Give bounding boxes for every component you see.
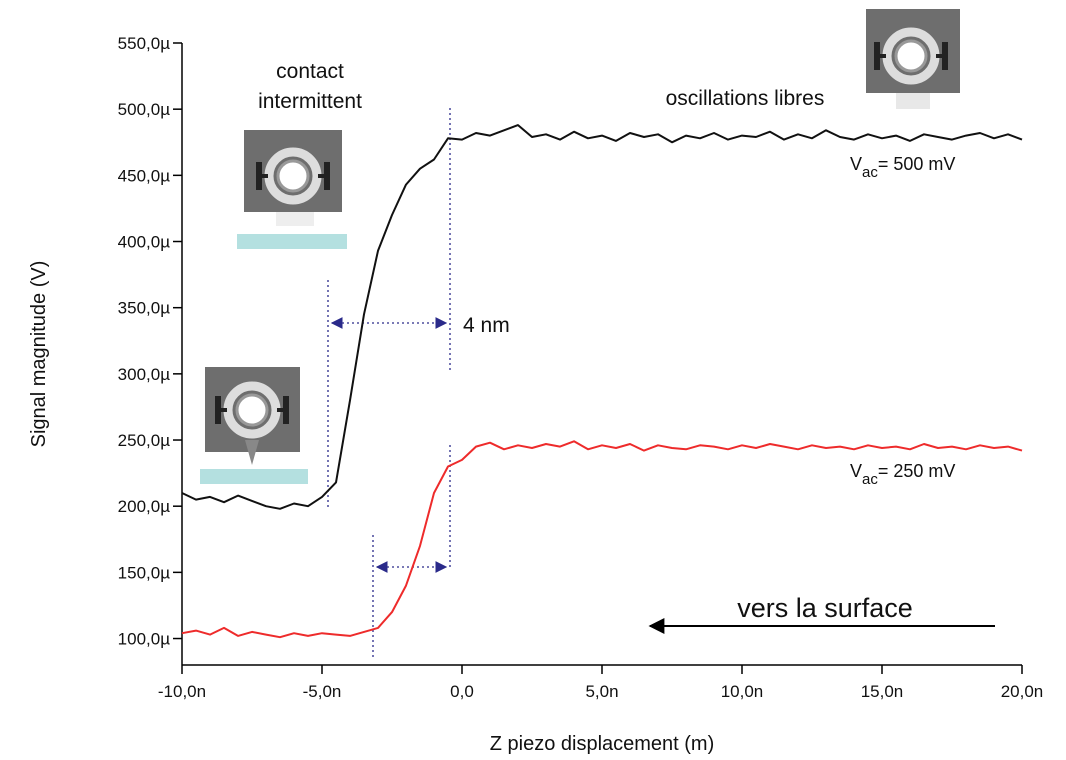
guides: [327, 108, 451, 658]
y-tick-label: 150,0µ: [118, 563, 171, 582]
x-tick-label: -5,0n: [303, 682, 342, 701]
y-tick-label: 350,0µ: [118, 299, 171, 318]
y-tick-label: 450,0µ: [118, 166, 171, 185]
icon-free: [866, 9, 960, 109]
icon-intermittent: [237, 130, 347, 249]
y-tick-label: 250,0µ: [118, 431, 171, 450]
series-label-v: V: [850, 461, 862, 481]
x-tick-label: 5,0n: [585, 682, 618, 701]
y-axis-title: Signal magnitude (V): [28, 261, 50, 448]
x-tick-label: 20,0n: [1001, 682, 1044, 701]
series-label-sub: ac: [862, 471, 878, 488]
series-label-rest: = 250 mV: [878, 461, 956, 481]
y-tick-label: 300,0µ: [118, 365, 171, 384]
x-tick-label: 10,0n: [721, 682, 764, 701]
annotation: vers la surface: [737, 593, 913, 623]
annotation: contact: [276, 60, 344, 83]
y-tick-label: 200,0µ: [118, 497, 171, 516]
annotation: oscillations libres: [666, 87, 825, 110]
y-tick-label: 550,0µ: [118, 34, 171, 53]
series-label-sub: ac: [862, 164, 878, 181]
series-line: [181, 440, 1023, 639]
y-tick-label: 100,0µ: [118, 630, 171, 649]
series-label-v: V: [850, 154, 862, 174]
annotation: intermittent: [258, 90, 362, 113]
y-tick-label: 500,0µ: [118, 100, 171, 119]
x-tick-label: 0,0: [450, 682, 474, 701]
series-label-rest: = 500 mV: [878, 154, 956, 174]
x-tick-label: 15,0n: [861, 682, 904, 701]
series-label: Vac= 250 mV: [850, 461, 955, 488]
annotation: 4 nm: [463, 314, 510, 337]
series-label: Vac= 500 mV: [850, 154, 955, 181]
y-tick-label: 400,0µ: [118, 233, 171, 252]
series-line: [181, 124, 1023, 510]
x-tick-label: -10,0n: [158, 682, 206, 701]
x-axis-title: Z piezo displacement (m): [490, 733, 715, 755]
icon-contact: [200, 367, 308, 484]
